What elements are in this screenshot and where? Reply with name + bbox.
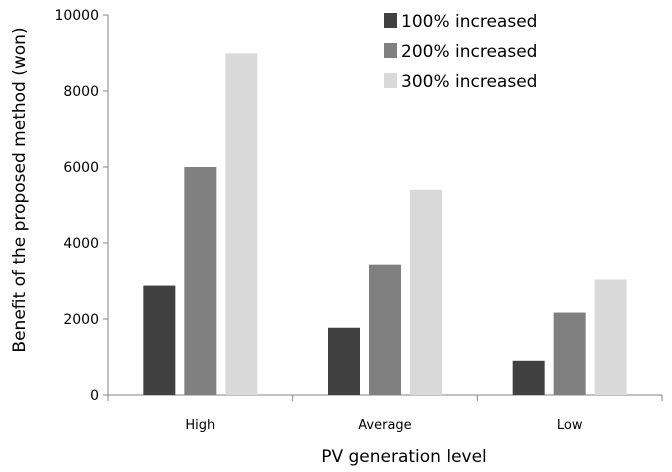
bar-high-series-3 xyxy=(225,53,258,395)
bar-average-series-1 xyxy=(328,327,360,395)
legend-swatch xyxy=(384,73,397,88)
y-axis-title: Benefit of the proposed method (won) xyxy=(10,27,30,352)
x-category-label: Low xyxy=(557,418,583,433)
bar-low-series-2 xyxy=(553,312,586,395)
x-category-label: High xyxy=(185,418,215,433)
y-tick-label: 2000 xyxy=(63,312,99,328)
bar-low-series-3 xyxy=(594,279,627,395)
bar-average-series-3 xyxy=(410,189,442,395)
legend-label: 100% increased xyxy=(401,12,537,32)
bar-high-series-1 xyxy=(143,285,176,395)
legend-label: 300% increased xyxy=(401,72,537,92)
y-tick-label: 0 xyxy=(90,388,99,404)
y-ticks: 0 2000 4000 6000 8000 10000 xyxy=(54,8,108,404)
bar-high-series-2 xyxy=(184,167,217,395)
legend-swatch xyxy=(384,13,397,28)
bar-average-series-2 xyxy=(369,264,401,395)
legend: 100% increased 200% increased 300% increas… xyxy=(384,12,537,92)
y-tick-label: 4000 xyxy=(63,236,99,252)
y-tick-label: 8000 xyxy=(63,84,99,100)
bar-low-series-1 xyxy=(512,360,545,395)
y-tick-label: 10000 xyxy=(54,8,99,24)
legend-swatch xyxy=(384,43,397,58)
bars xyxy=(143,53,627,395)
x-axis-title: PV generation level xyxy=(321,447,487,467)
y-tick-label: 6000 xyxy=(63,160,99,176)
x-ticks: High Average Low xyxy=(107,395,663,433)
legend-label: 200% increased xyxy=(401,42,537,62)
x-category-label: Average xyxy=(358,418,411,433)
